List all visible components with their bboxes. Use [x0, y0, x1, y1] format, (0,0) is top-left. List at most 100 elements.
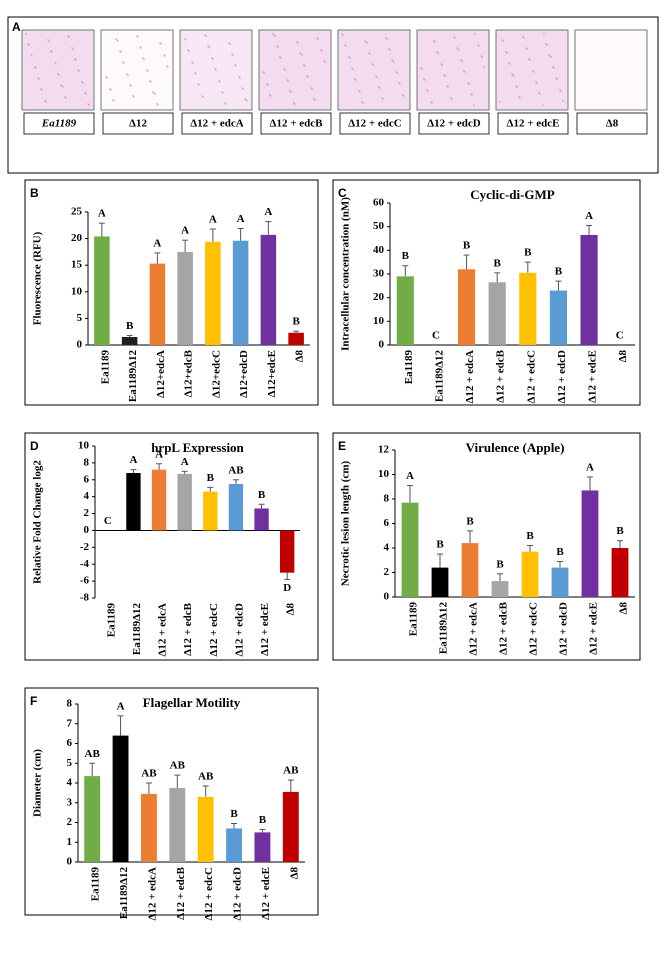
label-box	[418, 112, 490, 135]
bar	[254, 508, 269, 531]
speckle	[522, 36, 524, 38]
significance-letter: B	[463, 240, 471, 252]
x-tick-label: Δ12 + edcA	[157, 603, 169, 657]
speckle	[533, 71, 535, 73]
panel-frame	[332, 179, 641, 406]
speckle	[194, 72, 196, 74]
speckle	[300, 53, 302, 55]
significance-letter: B	[230, 808, 238, 820]
speckle	[553, 67, 555, 69]
speckle	[552, 66, 554, 68]
speckle	[235, 65, 237, 67]
speckle	[244, 98, 246, 100]
speckle	[267, 84, 269, 86]
significance-letter: AB	[228, 464, 244, 476]
speckle	[321, 50, 323, 52]
bar	[580, 234, 598, 345]
bar	[254, 832, 271, 862]
speckle	[185, 39, 187, 41]
micrograph	[416, 29, 490, 111]
speckle	[225, 103, 227, 105]
speckle	[150, 81, 152, 83]
y-tick-label: 10	[378, 468, 390, 480]
speckle	[205, 35, 207, 37]
speckle	[28, 44, 30, 46]
speckle	[508, 62, 510, 64]
speckle	[393, 61, 395, 63]
x-tick-label: Δ12+edcE	[266, 350, 278, 397]
y-tick-label: 25	[71, 206, 83, 218]
speckle	[381, 97, 383, 99]
y-tick-label: 40	[373, 244, 385, 256]
speckle	[446, 85, 448, 87]
panel-frame	[24, 432, 319, 661]
x-tick-label: Ea1189Δ12	[127, 350, 139, 403]
x-tick-label: Ea1189	[90, 867, 102, 902]
speckle	[75, 59, 77, 61]
y-tick-label: 1	[67, 836, 73, 848]
speckle	[355, 79, 357, 81]
speckle	[276, 45, 278, 47]
x-tick-label: Δ12 + edcB	[175, 866, 187, 920]
speckle	[473, 104, 475, 106]
speckle	[505, 51, 507, 53]
speckle	[263, 72, 265, 74]
speckle	[202, 96, 204, 98]
speckle	[310, 87, 312, 89]
bar	[112, 735, 129, 862]
y-tick-label: 4	[67, 777, 73, 789]
speckle	[519, 97, 521, 99]
significance-letter: AB	[85, 748, 101, 760]
speckle	[341, 33, 343, 35]
y-tick-label: 60	[373, 197, 385, 209]
speckle	[467, 82, 469, 84]
significance-letter: C	[432, 330, 440, 342]
speckle	[324, 61, 326, 63]
significance-letter: A	[209, 214, 217, 226]
speckle	[198, 84, 200, 86]
speckle	[436, 51, 438, 53]
significance-letter: A	[237, 213, 245, 225]
y-tick-label: 20	[373, 291, 385, 303]
speckle	[274, 35, 276, 37]
speckle	[296, 41, 298, 43]
speckle	[146, 69, 148, 71]
speckle	[228, 42, 230, 44]
significance-letter: B	[524, 247, 532, 259]
speckle	[560, 90, 562, 92]
x-tick-label: Δ12 + edcB	[498, 601, 510, 655]
significance-letter: B	[292, 316, 300, 328]
y-tick-label: 0	[67, 856, 73, 868]
y-tick-label: 8	[67, 698, 73, 710]
y-tick-label: 6	[384, 517, 390, 529]
y-tick-label: -8	[80, 592, 90, 604]
significance-letter: A	[585, 210, 593, 222]
micrograph	[574, 29, 648, 111]
speckle	[385, 37, 387, 39]
bar	[611, 548, 629, 597]
speckle	[464, 71, 466, 73]
speckle	[58, 74, 60, 76]
y-tick-label: 0	[384, 591, 390, 603]
y-tick-label: 50	[373, 220, 385, 232]
speckle	[481, 56, 483, 58]
speckle	[273, 34, 275, 36]
x-tick-label: Δ8	[285, 603, 297, 616]
speckle	[262, 71, 264, 73]
speckle	[440, 63, 442, 65]
speckle	[378, 86, 380, 88]
x-tick-label: Δ8	[617, 350, 629, 363]
panel-frame	[332, 432, 641, 661]
y-tick-label: -4	[80, 558, 90, 570]
y-tick-label: 30	[373, 268, 385, 280]
speckle	[221, 91, 223, 93]
speckle	[48, 40, 50, 42]
significance-letter: C	[616, 330, 624, 342]
speckle	[349, 57, 351, 59]
speckle	[47, 39, 49, 41]
x-tick-label: Δ12 + edcC	[203, 867, 215, 921]
label-box	[339, 112, 411, 135]
speckle	[548, 54, 550, 56]
bar	[94, 236, 110, 345]
x-tick-label: Δ8	[618, 602, 630, 615]
